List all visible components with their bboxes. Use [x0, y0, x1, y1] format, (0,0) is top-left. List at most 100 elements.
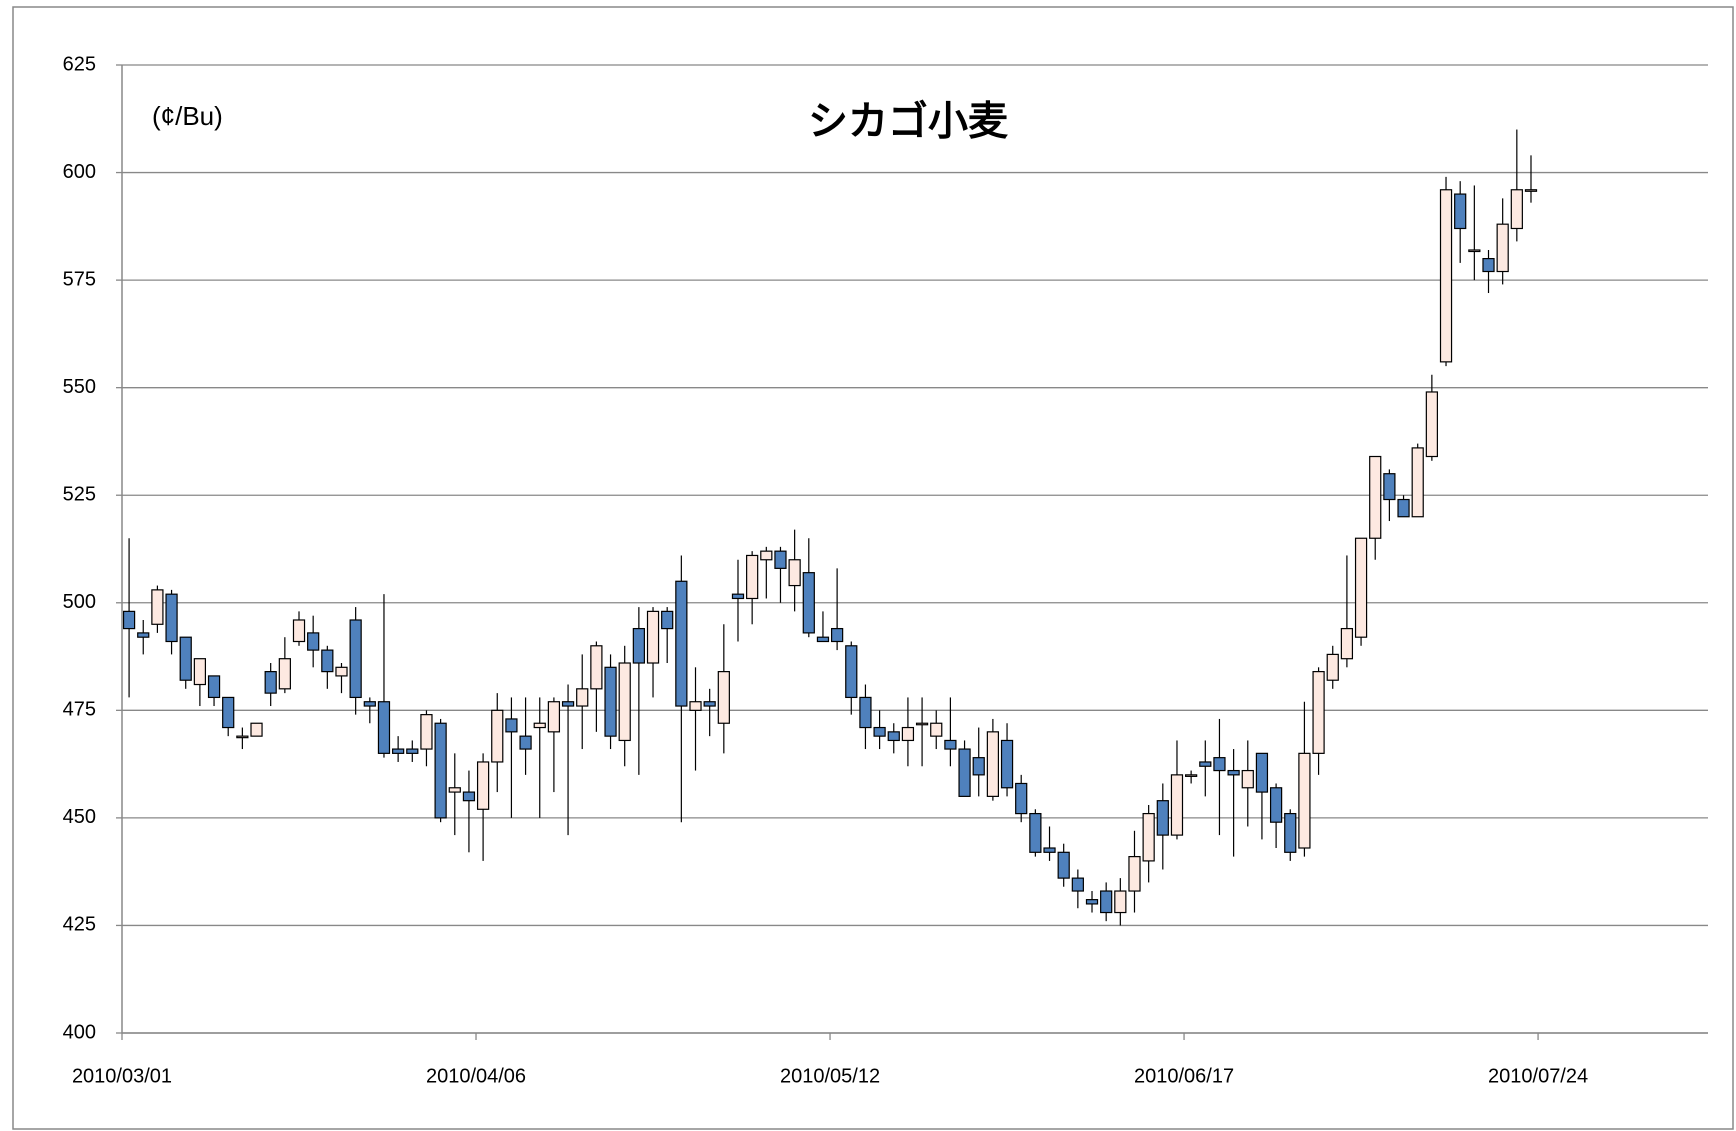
up-candle-body [1354, 537, 1368, 638]
down-candle-body [802, 572, 815, 634]
up-candle-body [646, 610, 660, 664]
up-candle-body [746, 554, 759, 600]
down-candle-body [1454, 193, 1467, 230]
down-candle-body [179, 636, 192, 681]
x-tick-label: 2010/04/06 [426, 1065, 526, 1087]
up-candle-body [1439, 189, 1453, 363]
up-candle-body [1524, 189, 1538, 192]
y-tick-label: 600 [63, 161, 96, 183]
up-candle-body [788, 559, 801, 587]
up-candle-body [1369, 455, 1382, 539]
down-candle-body [845, 645, 858, 699]
x-tick-label: 2010/05/12 [780, 1065, 880, 1087]
down-candle-body [392, 748, 405, 754]
down-candle-body [137, 632, 150, 638]
up-candle-body [491, 709, 504, 763]
up-candle-body [1312, 671, 1325, 754]
down-candle-body [816, 636, 830, 643]
down-candle-body [661, 610, 674, 630]
down-candle-body [1227, 769, 1240, 776]
up-candle-body [236, 735, 249, 739]
down-candle-body [1255, 752, 1269, 793]
y-tick-label: 575 [63, 268, 96, 290]
down-candle-body [1000, 739, 1014, 789]
down-candle-body [1100, 890, 1113, 914]
y-tick-label: 450 [63, 806, 96, 828]
y-tick-label: 550 [63, 376, 96, 398]
down-candle-body [830, 627, 844, 643]
up-candle-body [689, 701, 702, 711]
up-candle-body [250, 722, 263, 737]
up-candle-body [1185, 774, 1198, 777]
down-candle-body [675, 580, 688, 707]
down-candle-body [1213, 757, 1226, 772]
up-candle-body [1298, 752, 1311, 849]
down-candle-body [632, 627, 645, 664]
up-candle-body [1114, 890, 1127, 914]
up-candle-body [717, 671, 730, 724]
up-candle-body [335, 666, 348, 677]
up-candle-body [533, 722, 546, 729]
up-candle-body [1340, 627, 1354, 660]
down-candle-body [703, 701, 716, 707]
y-tick-label: 400 [63, 1021, 96, 1043]
chart-frame [12, 6, 1734, 1130]
up-candle-body [193, 658, 207, 686]
y-tick-label: 625 [63, 53, 96, 75]
down-candle-body [731, 593, 745, 600]
down-candle-body [774, 550, 787, 569]
up-candle-body [1241, 769, 1254, 789]
up-candle-body [986, 731, 1000, 797]
y-tick-label: 500 [63, 591, 96, 613]
down-candle-body [165, 593, 178, 643]
up-candle-body [1468, 249, 1481, 253]
up-candle-body [576, 688, 589, 707]
down-candle-body [519, 735, 532, 750]
down-candle-body [873, 726, 886, 737]
up-candle-body [292, 619, 306, 643]
down-candle-body [264, 671, 277, 694]
up-candle-body [151, 589, 164, 625]
y-tick-label: 425 [63, 914, 96, 936]
y-tick-label: 525 [63, 484, 96, 506]
down-candle-body [561, 701, 575, 707]
up-candle-body [1142, 812, 1155, 862]
down-candle-body [1269, 787, 1283, 823]
down-candle-body [1015, 782, 1028, 815]
down-candle-body [363, 701, 376, 707]
up-candle-body [1128, 856, 1141, 892]
down-candle-body [1482, 258, 1495, 273]
x-tick-label: 2010/07/24 [1488, 1065, 1588, 1087]
unit-annotation: (¢/Bu) [152, 101, 223, 131]
x-tick-label: 2010/06/17 [1134, 1065, 1234, 1087]
down-candle-body [1085, 899, 1099, 905]
down-candle-body [944, 739, 957, 750]
down-candle-body [207, 675, 221, 699]
up-candle-body [1496, 223, 1509, 273]
down-candle-body [462, 791, 476, 802]
up-candle-body [915, 722, 929, 726]
down-candle-body [1156, 800, 1169, 836]
down-candle-body [505, 718, 518, 733]
down-candle-body [1383, 473, 1396, 501]
down-candle-body [1057, 851, 1070, 879]
up-candle-body [448, 787, 461, 793]
down-candle-body [1029, 812, 1042, 853]
down-candle-body [1043, 847, 1056, 853]
down-candle-body [604, 666, 617, 737]
up-candle-body [760, 550, 773, 561]
up-candle-body [618, 662, 631, 742]
up-candle-body [1170, 774, 1184, 836]
up-candle-body [278, 658, 291, 690]
down-candle-body [1071, 877, 1084, 892]
down-candle-body [321, 649, 334, 673]
down-candle-body [958, 748, 971, 797]
down-candle-body [859, 696, 872, 729]
up-candle-body [1411, 447, 1424, 518]
down-candle-body [887, 731, 900, 742]
down-candle-body [307, 632, 320, 651]
up-candle-body [1510, 189, 1523, 230]
up-candle-body [547, 701, 561, 733]
down-candle-body [377, 701, 391, 754]
down-candle-body [349, 619, 362, 699]
